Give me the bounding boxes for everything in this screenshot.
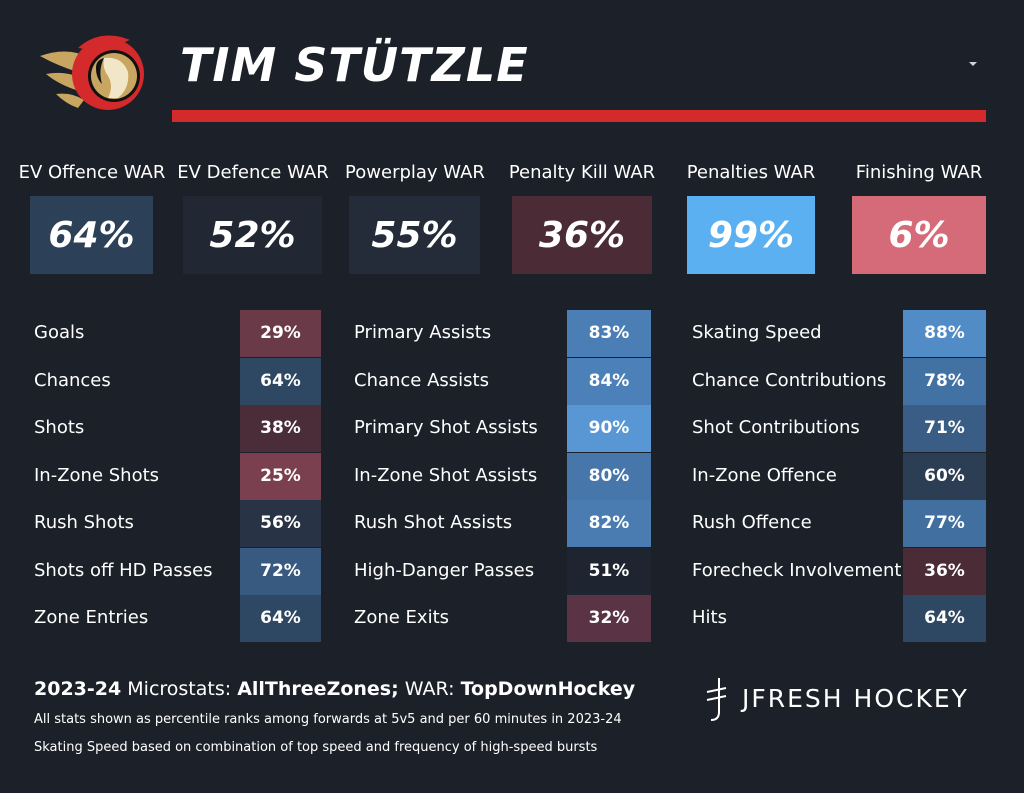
- header-accent-bar: [172, 110, 986, 122]
- stat-label-chance-assists: Chance Assists: [354, 370, 489, 391]
- stat-value-chance-contributions: 78%: [903, 358, 986, 405]
- stat-value-rush-offence: 77%: [903, 500, 986, 547]
- war-label-powerplay: Powerplay WAR: [345, 162, 485, 183]
- stat-value-shot-contributions: 71%: [903, 405, 986, 452]
- war-value-ev-offence: 64%: [30, 196, 153, 274]
- stat-value-shots-off-hd-passes: 72%: [240, 548, 321, 595]
- chevron-down-icon[interactable]: [968, 60, 978, 68]
- stat-label-chance-contributions: Chance Contributions: [692, 370, 887, 391]
- stat-value-zone-entries: 64%: [240, 595, 321, 642]
- ottawa-senators-logo: [40, 35, 144, 110]
- stat-label-goals: Goals: [34, 322, 85, 343]
- war-label-ev-defence: EV Defence WAR: [177, 162, 329, 183]
- stat-value-in-zone-offence: 60%: [903, 453, 986, 500]
- stat-label-zone-entries: Zone Entries: [34, 607, 149, 628]
- war-label-penalty-kill: Penalty Kill WAR: [508, 162, 656, 183]
- stat-value-primary-assists: 83%: [567, 310, 651, 357]
- stat-value-skating-speed: 88%: [903, 310, 986, 357]
- stat-value-primary-shot-assists: 90%: [567, 405, 651, 452]
- war-value-penalties: 99%: [687, 196, 815, 274]
- war-value-powerplay: 55%: [349, 196, 480, 274]
- stat-label-shots-off-hd-passes: Shots off HD Passes: [34, 560, 213, 581]
- stat-value-goals: 29%: [240, 310, 321, 357]
- stat-label-rush-shot-assists: Rush Shot Assists: [354, 512, 513, 533]
- player-name: TIM STÜTZLE: [180, 38, 529, 92]
- stat-label-primary-assists: Primary Assists: [354, 322, 492, 343]
- stat-label-hits: Hits: [692, 607, 727, 628]
- stat-label-high-danger-passes: High-Danger Passes: [354, 560, 535, 581]
- footer-note-skating: Skating Speed based on combination of to…: [34, 740, 598, 755]
- stat-label-shot-contributions: Shot Contributions: [692, 417, 860, 438]
- stat-value-forecheck-involvement: 36%: [903, 548, 986, 595]
- stat-label-zone-exits: Zone Exits: [354, 607, 450, 628]
- stat-label-shots: Shots: [34, 417, 85, 438]
- war-label-ev-offence: EV Offence WAR: [18, 162, 166, 183]
- stat-label-skating-speed: Skating Speed: [692, 322, 822, 343]
- stat-label-rush-offence: Rush Offence: [692, 512, 812, 533]
- war-source-label: WAR:: [404, 678, 455, 700]
- stat-value-rush-shot-assists: 82%: [567, 500, 651, 547]
- jfresh-logo-icon: [706, 678, 727, 721]
- war-label-penalties: Penalties WAR: [686, 162, 816, 183]
- season-label: 2023-24: [34, 678, 122, 700]
- war-source: TopDownHockey: [460, 678, 636, 700]
- stat-label-rush-shots: Rush Shots: [34, 512, 134, 533]
- stat-value-shots: 38%: [240, 405, 321, 452]
- war-value-finishing: 6%: [852, 196, 986, 274]
- war-value-ev-defence: 52%: [183, 196, 322, 274]
- footer-note-percentiles: All stats shown as percentile ranks amon…: [34, 712, 622, 727]
- microstats-label: Microstats:: [127, 678, 232, 700]
- war-value-penalty-kill: 36%: [512, 196, 652, 274]
- stat-value-high-danger-passes: 51%: [567, 548, 651, 595]
- stat-label-in-zone-offence: In-Zone Offence: [692, 465, 837, 486]
- microstats-source: AllThreeZones;: [237, 678, 399, 700]
- stat-label-in-zone-shot-assists: In-Zone Shot Assists: [354, 465, 538, 486]
- brand-name: JFRESH HOCKEY: [742, 684, 969, 713]
- stat-label-forecheck-involvement: Forecheck Involvement: [692, 560, 902, 581]
- war-label-finishing: Finishing WAR: [855, 162, 983, 183]
- stat-value-rush-shots: 56%: [240, 500, 321, 547]
- stat-value-in-zone-shots: 25%: [240, 453, 321, 500]
- footer-sources: 2023-24 Microstats: AllThreeZones; WAR: …: [34, 678, 635, 700]
- stat-value-chance-assists: 84%: [567, 358, 651, 405]
- stat-value-zone-exits: 32%: [567, 595, 651, 642]
- stat-value-chances: 64%: [240, 358, 321, 405]
- stat-label-in-zone-shots: In-Zone Shots: [34, 465, 160, 486]
- stat-value-in-zone-shot-assists: 80%: [567, 453, 651, 500]
- stat-label-chances: Chances: [34, 370, 111, 391]
- stat-value-hits: 64%: [903, 595, 986, 642]
- stat-label-primary-shot-assists: Primary Shot Assists: [354, 417, 538, 438]
